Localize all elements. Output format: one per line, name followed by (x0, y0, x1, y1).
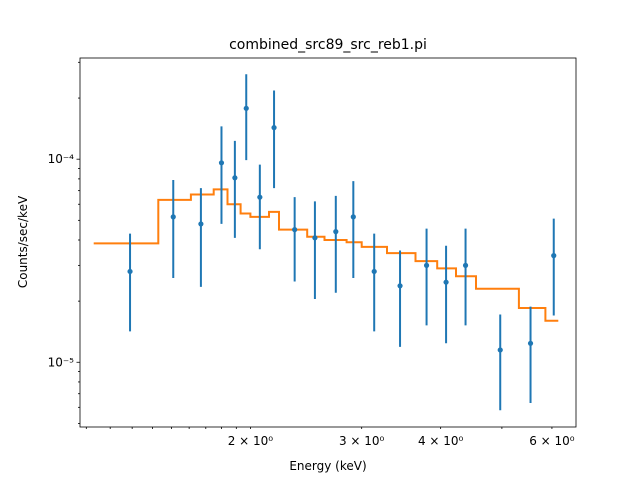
data-point (257, 194, 263, 200)
data-point (397, 283, 403, 289)
x-axis: 2 × 10⁰ 3 × 10⁰ 4 × 10⁰ 6 × 10⁰ (85, 427, 575, 448)
x-tick-label: 6 × 10⁰ (529, 434, 575, 448)
data-point (312, 235, 318, 241)
x-tick-label: 4 × 10⁰ (418, 434, 464, 448)
data-point (232, 175, 238, 181)
data-point (127, 268, 133, 275)
data-point (350, 214, 356, 220)
plot-content (93, 74, 559, 411)
plot-frame (79, 57, 577, 428)
data-point (292, 227, 298, 233)
data-point (218, 160, 225, 166)
y-tick-label: 10⁻⁴ (48, 152, 75, 166)
data-point (271, 125, 277, 131)
data-point (198, 221, 204, 227)
x-tick-label: 2 × 10⁰ (228, 434, 274, 448)
data-point (170, 214, 176, 220)
data-point (527, 340, 534, 346)
x-axis-label: Energy (keV) (289, 459, 366, 473)
data-point (462, 262, 469, 268)
y-axis: 10⁻⁵ 10⁻⁴ (48, 61, 80, 424)
data-point (333, 228, 339, 235)
chart-title: combined_src89_src_reb1.pi (229, 37, 427, 53)
y-axis-label: Counts/sec/keV (16, 195, 30, 288)
y-tick-label: 10⁻⁵ (48, 355, 75, 369)
data-point (423, 262, 430, 268)
data-point (371, 268, 377, 275)
data-point (497, 347, 503, 353)
x-tick-label: 3 × 10⁰ (339, 434, 385, 448)
data-point (443, 279, 449, 285)
data-point (243, 105, 249, 111)
data-point (551, 253, 557, 259)
